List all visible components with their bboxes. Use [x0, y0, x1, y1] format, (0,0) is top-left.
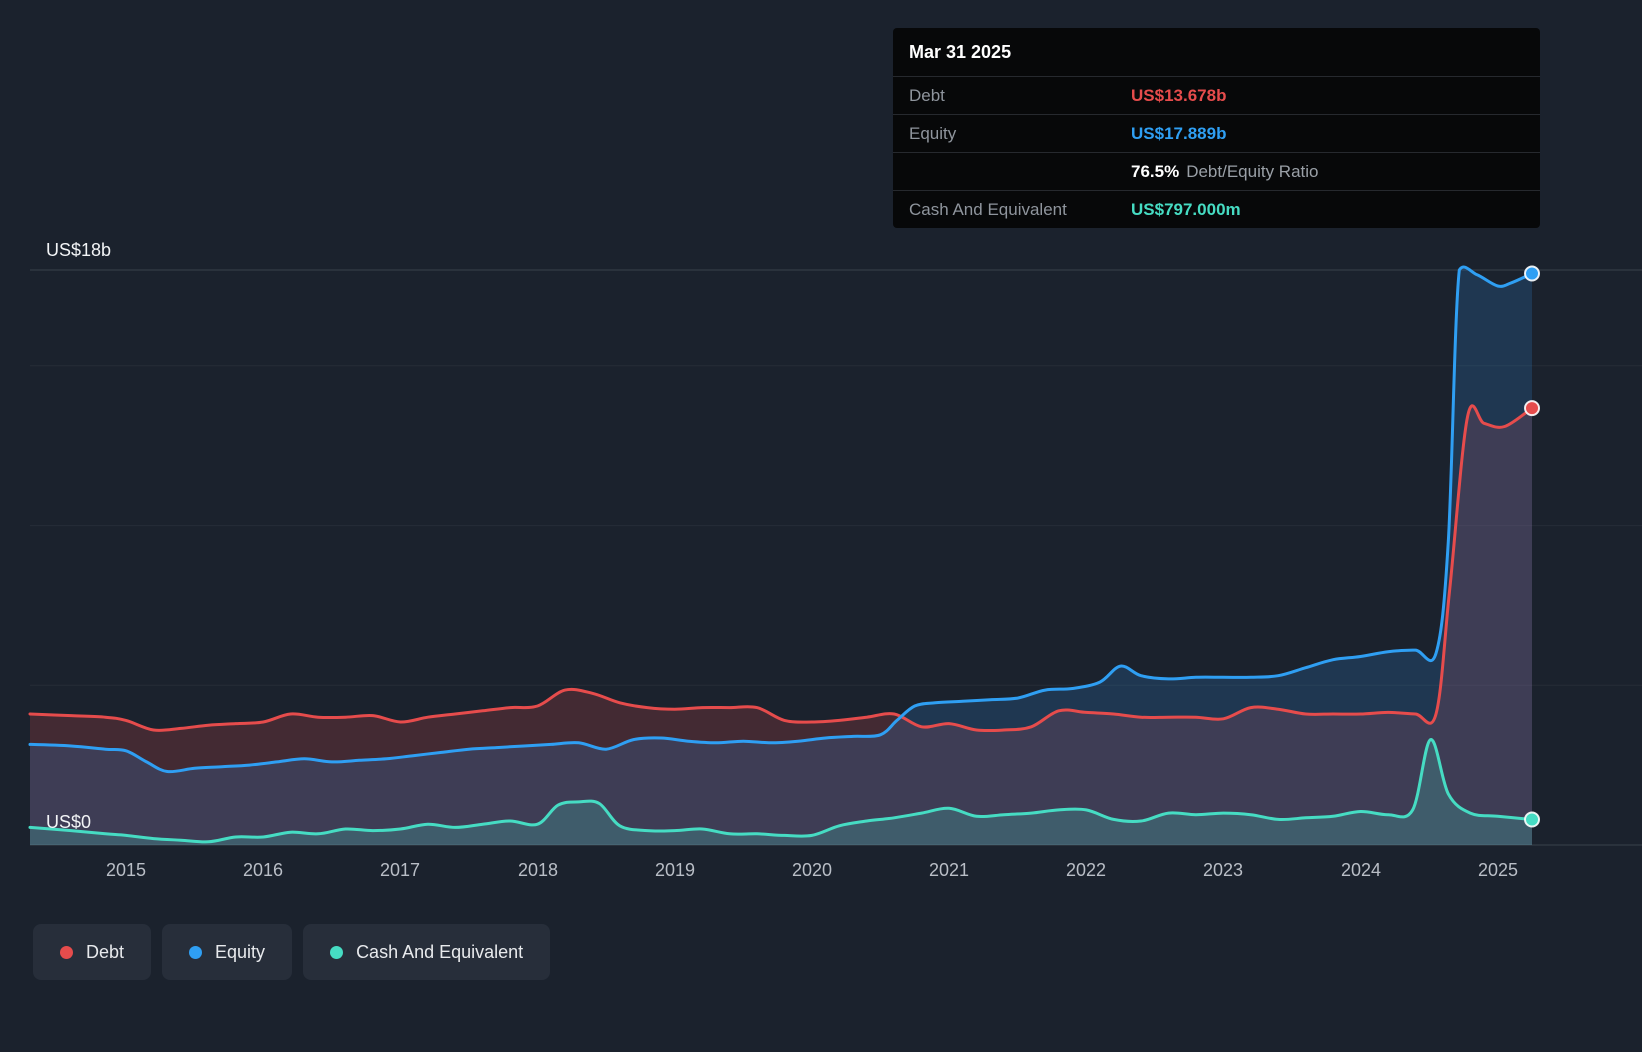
y-axis-label-bottom: US$0 [46, 812, 92, 832]
debt-line [28, 404, 1534, 733]
y-axis-label-top: US$18b [46, 240, 112, 260]
x-axis-label: 2018 [517, 860, 559, 880]
tooltip-ratio-label: Debt/Equity Ratio [1186, 161, 1319, 181]
x-axis-label: 2022 [1065, 860, 1107, 880]
x-axis-label: 2019 [654, 860, 696, 880]
tooltip-debt-value: US$13.678b [1131, 85, 1227, 105]
x-axis-label: 2021 [928, 860, 970, 880]
equity-line [28, 265, 1534, 774]
tooltip-date: Mar 31 2025 [909, 41, 1012, 62]
x-axis-label: 2020 [791, 860, 833, 880]
legend: Debt Equity Cash And Equivalent [33, 924, 551, 980]
cash-and-equivalent-end-dot [1524, 811, 1540, 828]
tooltip-equity-label: Equity [909, 123, 957, 143]
tooltip-row-ratio: 76.5% Debt/Equity Ratio [893, 152, 1540, 190]
x-axis-label: 2025 [1477, 860, 1519, 880]
legend-item-cash[interactable]: Cash And Equivalent [303, 924, 551, 980]
debt-area [30, 405, 1532, 845]
tooltip-cash-label: Cash And Equivalent [909, 199, 1067, 219]
debt-end-dot [1524, 400, 1540, 417]
tooltip: Mar 31 2025 Debt US$13.678b Equity US$17… [893, 28, 1540, 228]
legend-item-equity[interactable]: Equity [162, 924, 293, 980]
cash-and-equivalent-line [28, 738, 1534, 844]
cash-and-equivalent-area [30, 739, 1532, 845]
legend-dot-icon [189, 945, 203, 959]
legend-dot-icon [330, 945, 344, 959]
tooltip-cash-value: US$797.000m [1131, 199, 1241, 219]
equity-end-dot [1524, 265, 1540, 282]
tooltip-equity-value: US$17.889b [1131, 123, 1227, 143]
legend-label: Debt [86, 941, 125, 962]
tooltip-row-cash: Cash And Equivalent US$797.000m [893, 190, 1540, 228]
x-axis-label: 2016 [242, 860, 284, 880]
legend-label: Equity [215, 941, 266, 962]
x-axis: 2015 2016 2017 2018 2019 2020 2021 2022 2023 2024… [0, 860, 1642, 886]
tooltip-debt-label: Debt [909, 85, 945, 105]
tooltip-row-debt: Debt US$13.678b [893, 76, 1540, 114]
tooltip-row-equity: Equity US$17.889b [893, 114, 1540, 152]
x-axis-label: 2015 [105, 860, 147, 880]
tooltip-ratio-value: 76.5% [1131, 161, 1180, 181]
x-axis-label: 2023 [1202, 860, 1244, 880]
equity-area [30, 266, 1532, 845]
x-axis-label: 2024 [1340, 860, 1382, 880]
legend-item-debt[interactable]: Debt [33, 924, 152, 980]
legend-label: Cash And Equivalent [356, 941, 524, 962]
x-axis-label: 2017 [379, 860, 421, 880]
legend-dot-icon [60, 945, 73, 959]
